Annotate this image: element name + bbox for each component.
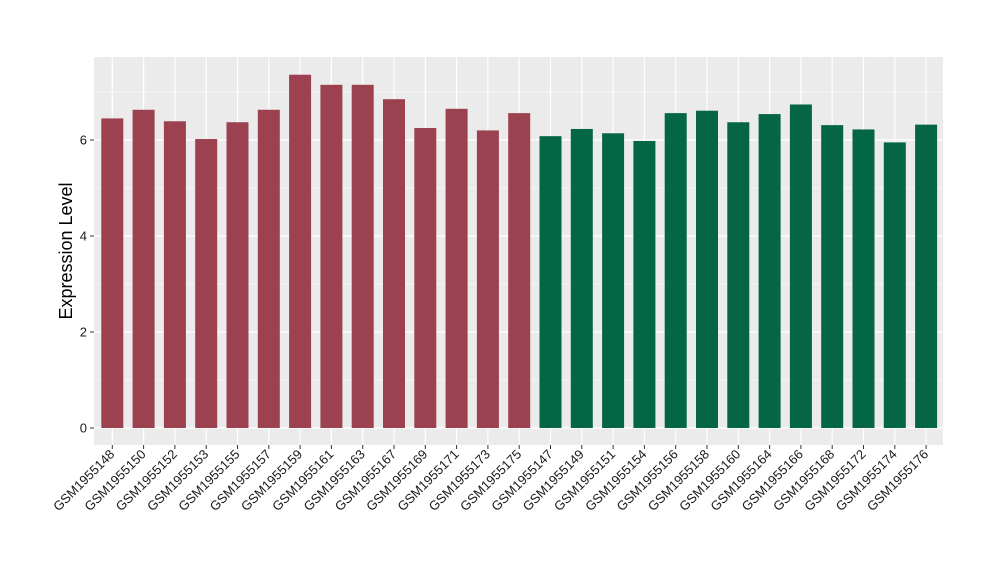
x-axis: GSM1955148GSM1955150GSM1955152GSM1955153… [50, 445, 931, 514]
bar-GSM1955158 [696, 110, 718, 428]
bar-GSM1955147 [539, 136, 562, 428]
bar-GSM1955149 [570, 128, 593, 428]
bar-GSM1955173 [476, 130, 499, 428]
bar-GSM1955171 [445, 108, 468, 429]
bar-GSM1955169 [414, 128, 437, 428]
bar-GSM1955176 [915, 124, 938, 428]
bar-GSM1955155 [226, 122, 249, 429]
bar-GSM1955151 [602, 133, 625, 428]
bar-GSM1955161 [320, 84, 343, 429]
bar-GSM1955156 [664, 113, 687, 429]
bar-GSM1955163 [351, 84, 374, 429]
bar-GSM1955157 [257, 109, 280, 428]
bar-GSM1955175 [508, 113, 531, 429]
bar-GSM1955168 [821, 125, 844, 429]
bar-GSM1955154 [633, 140, 656, 428]
bar-GSM1955148 [101, 118, 124, 429]
bar-GSM1955150 [132, 109, 155, 428]
bar-GSM1955159 [289, 74, 312, 428]
y-tick-label: 0 [80, 421, 87, 436]
bar-GSM1955160 [727, 122, 750, 429]
y-tick-label: 2 [80, 325, 87, 340]
bar-GSM1955153 [195, 139, 218, 429]
bar-GSM1955174 [883, 142, 906, 428]
y-axis: 0 2 4 6 [80, 133, 94, 436]
bar-GSM1955167 [383, 99, 405, 428]
bar-GSM1955172 [852, 129, 875, 428]
bar-GSM1955152 [163, 121, 186, 428]
bars [101, 74, 938, 429]
bar-GSM1955166 [789, 104, 812, 428]
y-tick-label: 4 [80, 229, 87, 244]
y-axis-title: Expression Level [56, 182, 76, 319]
y-tick-label: 6 [80, 133, 87, 148]
bar-GSM1955164 [758, 114, 781, 428]
